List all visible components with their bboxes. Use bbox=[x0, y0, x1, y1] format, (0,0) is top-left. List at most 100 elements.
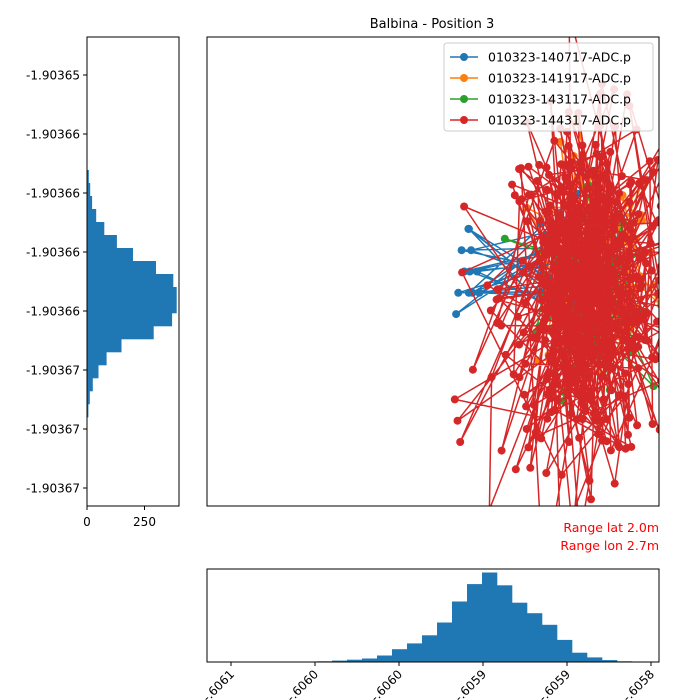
series-4 bbox=[450, 10, 690, 515]
series-4-point bbox=[667, 367, 675, 375]
series-1-point bbox=[454, 288, 463, 297]
series-4-point bbox=[591, 279, 600, 287]
series-4-point bbox=[661, 216, 669, 224]
series-4-point bbox=[571, 372, 580, 381]
series-4-point bbox=[577, 398, 586, 407]
series-4-point bbox=[602, 437, 611, 446]
series-4-point bbox=[526, 262, 534, 271]
series-4-point bbox=[611, 307, 620, 316]
series-4-point bbox=[468, 365, 477, 374]
series-4-point bbox=[543, 304, 552, 313]
series-4-point bbox=[587, 394, 596, 403]
series-4-point bbox=[682, 507, 690, 515]
series-4-point bbox=[578, 151, 587, 160]
legend-label-3: 010323-143117-ADC.p bbox=[488, 92, 631, 107]
series-4-point bbox=[594, 300, 603, 308]
series-4-point bbox=[525, 190, 534, 199]
series-4-point bbox=[561, 174, 570, 182]
series-4-point bbox=[536, 216, 545, 225]
series-4-point bbox=[607, 362, 616, 371]
lon-x-tick-label: -.6060 bbox=[284, 667, 321, 700]
series-4-point bbox=[585, 306, 594, 315]
series-4-point bbox=[573, 332, 581, 341]
series-4-point bbox=[577, 318, 586, 327]
series-4-point bbox=[624, 430, 632, 439]
lat-histogram-bar bbox=[87, 196, 93, 210]
series-4-point bbox=[551, 244, 560, 253]
series-4-point bbox=[655, 276, 659, 285]
lat-histogram-bar bbox=[87, 222, 105, 236]
series-4-point bbox=[654, 289, 659, 298]
series-4-point bbox=[552, 327, 561, 336]
series-4-point bbox=[603, 356, 612, 365]
series-4-point bbox=[613, 326, 622, 335]
series-4-point bbox=[592, 149, 601, 158]
series-4-point bbox=[625, 413, 634, 422]
series-4-point bbox=[589, 409, 598, 418]
series-4-point bbox=[648, 222, 657, 231]
lon-x-tick-label: -.6060 bbox=[368, 667, 405, 700]
series-3-point bbox=[500, 234, 509, 243]
series-4-point bbox=[578, 241, 587, 250]
series-4-point bbox=[612, 319, 621, 328]
series-4-point bbox=[565, 210, 574, 219]
lon-histogram-bar bbox=[407, 643, 423, 662]
lon-histogram-bar bbox=[437, 622, 453, 662]
series-4-point bbox=[458, 268, 467, 277]
series-4-point bbox=[515, 340, 524, 349]
series-4-point bbox=[606, 147, 615, 156]
series-4-point bbox=[615, 443, 624, 452]
series-4-point bbox=[510, 191, 519, 200]
series-4-point bbox=[511, 465, 520, 474]
series-4-point bbox=[610, 226, 619, 234]
series-4-point bbox=[567, 409, 576, 418]
lat-histogram-bar bbox=[87, 352, 107, 366]
series-4-point bbox=[590, 288, 598, 297]
series-4-point bbox=[555, 261, 563, 270]
series-4-point bbox=[552, 281, 561, 290]
series-4-point bbox=[621, 263, 630, 272]
series-4-point bbox=[616, 287, 625, 296]
lat-y-tick-label: -1.90367 bbox=[26, 482, 80, 496]
series-4-point bbox=[621, 444, 630, 453]
series-4-point bbox=[567, 164, 576, 173]
series-4-point bbox=[605, 347, 614, 356]
lon-histogram-bar bbox=[467, 584, 483, 662]
series-4-point bbox=[523, 217, 532, 226]
series-4-point bbox=[565, 438, 574, 446]
series-4-point bbox=[564, 238, 573, 247]
lat-y-tick-label: -1.90366 bbox=[26, 246, 80, 260]
series-4-point bbox=[584, 336, 593, 345]
series-4-point bbox=[545, 201, 554, 210]
series-4-point bbox=[585, 371, 594, 380]
series-4-point bbox=[521, 298, 530, 307]
series-4-point bbox=[569, 378, 578, 387]
series-4-point bbox=[450, 395, 459, 404]
series-4-point bbox=[606, 336, 614, 345]
series-4-point bbox=[568, 225, 577, 234]
latitude-histogram: -1.90365 -1.90366 -1.90366 -1.90366 -1.90366… bbox=[26, 36, 180, 529]
series-4-point bbox=[561, 357, 570, 366]
series-4-point bbox=[658, 291, 659, 295]
series-4-point bbox=[642, 259, 650, 268]
series-1-point bbox=[457, 246, 466, 255]
series-4-point bbox=[587, 495, 595, 504]
series-1-point bbox=[473, 267, 482, 276]
series-4-point bbox=[565, 10, 573, 18]
lat-y-tick-label: -1.90365 bbox=[26, 69, 80, 83]
series-4-point bbox=[622, 327, 630, 336]
series-4-point bbox=[602, 174, 611, 183]
lon-histogram-bar bbox=[362, 658, 378, 662]
series-4-point bbox=[596, 314, 605, 323]
lat-x-tick-label: 250 bbox=[133, 515, 156, 529]
series-4-point bbox=[558, 305, 567, 314]
series-4-point bbox=[577, 283, 586, 292]
range-lat-annotation: Range lat 2.0m bbox=[563, 520, 659, 535]
main-scatter-plot bbox=[206, 10, 690, 515]
series-4-point bbox=[663, 268, 671, 276]
legend-label-1: 010323-140717-ADC.p bbox=[488, 50, 631, 65]
series-4-point bbox=[542, 469, 551, 477]
series-4-point bbox=[645, 157, 654, 166]
lat-histogram-bar bbox=[87, 313, 173, 327]
series-4-point bbox=[610, 479, 619, 488]
